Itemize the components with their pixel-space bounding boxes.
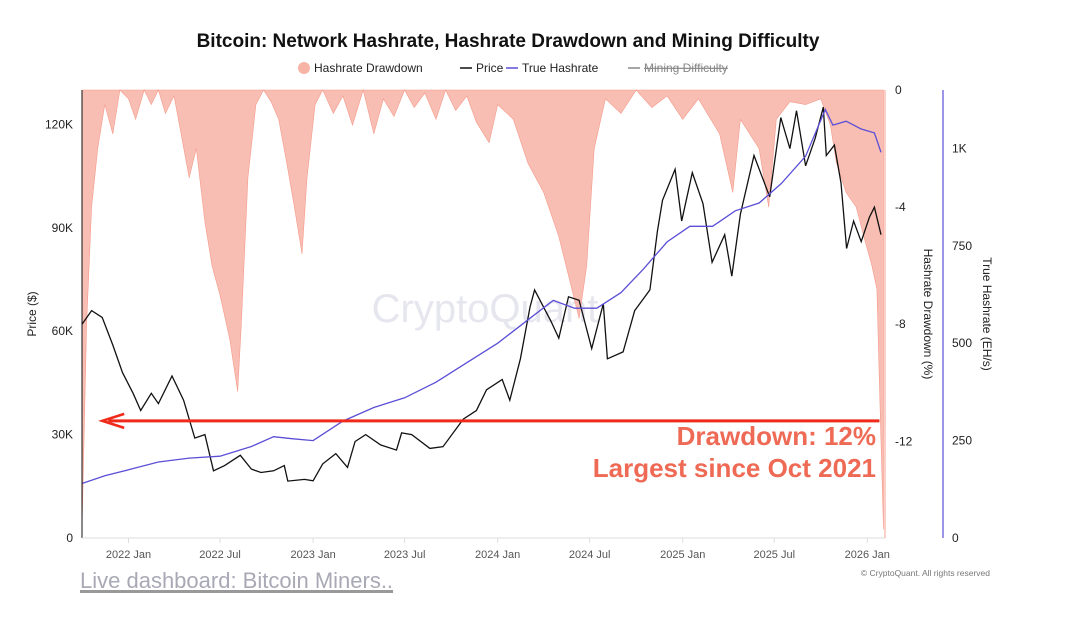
legend-label: Price <box>476 61 504 75</box>
x-tick-label: 2022 Jan <box>106 549 151 561</box>
drawdown-tick-label: -12 <box>895 434 913 448</box>
watermark: CryptoQuant <box>372 287 599 331</box>
x-tick-label: 2025 Jan <box>660 549 705 561</box>
true-hashrate-line <box>81 107 882 485</box>
copyright: © CryptoQuant. All rights reserved <box>861 568 990 578</box>
drawdown-area-layer <box>81 88 884 530</box>
drawdown-tick-label: 0 <box>895 83 902 97</box>
price-tick-label: 0 <box>66 531 73 545</box>
axis-title-hashrate: True Hashrate (EH/s) <box>980 257 994 371</box>
x-tick-label: 2026 Jan <box>845 549 890 561</box>
hashrate-tick-label: 1K <box>952 141 967 155</box>
price-tick-label: 120K <box>45 117 73 131</box>
price-tick-label: 30K <box>52 428 73 442</box>
price-tick-label: 90K <box>52 221 73 235</box>
legend-label: Hashrate Drawdown <box>314 61 423 75</box>
annotation-line2: Largest since Oct 2021 <box>593 453 876 483</box>
x-tick-label: 2024 Jan <box>475 549 520 561</box>
axes: 0 30K 60K 90K 120K 0 -4 -8 -12 0 250 500 750 1K 2022 J… <box>45 83 972 561</box>
arrow-head-icon <box>98 412 125 430</box>
legend: Hashrate Drawdown Price True Hashrate Minin… <box>298 61 728 75</box>
legend-label: Mining Difficulty <box>644 61 728 75</box>
drawdown-tick-label: -4 <box>895 200 906 214</box>
hashrate-drawdown-area <box>81 88 884 530</box>
axis-title-drawdown: Hashrate Drawdown (%) <box>921 249 935 380</box>
chart-title: Bitcoin: Network Hashrate, Hashrate Draw… <box>197 31 820 52</box>
x-tick-label: 2025 Jul <box>753 549 795 561</box>
x-tick-label: 2022 Jul <box>199 549 241 561</box>
live-dashboard-link[interactable]: Live dashboard: Bitcoin Miners.. <box>80 568 394 593</box>
x-tick-label: 2024 Jul <box>569 549 611 561</box>
hashrate-tick-label: 750 <box>952 239 972 253</box>
line-layer <box>81 107 882 485</box>
hashrate-tick-label: 0 <box>952 531 959 545</box>
drawdown-tick-label: -8 <box>895 317 906 331</box>
x-tick-label: 2023 Jul <box>384 549 426 561</box>
axis-title-price: Price ($) <box>25 291 39 336</box>
hashrate-tick-label: 500 <box>952 336 972 350</box>
hashrate-tick-label: 250 <box>952 434 972 448</box>
price-tick-label: 60K <box>52 324 73 338</box>
x-tick-label: 2023 Jan <box>290 549 335 561</box>
legend-marker <box>298 62 310 74</box>
annotation: Drawdown: 12% Largest since Oct 2021 <box>98 412 880 483</box>
legend-label: True Hashrate <box>522 61 599 75</box>
price-line <box>81 107 882 482</box>
annotation-line1: Drawdown: 12% <box>677 421 876 451</box>
